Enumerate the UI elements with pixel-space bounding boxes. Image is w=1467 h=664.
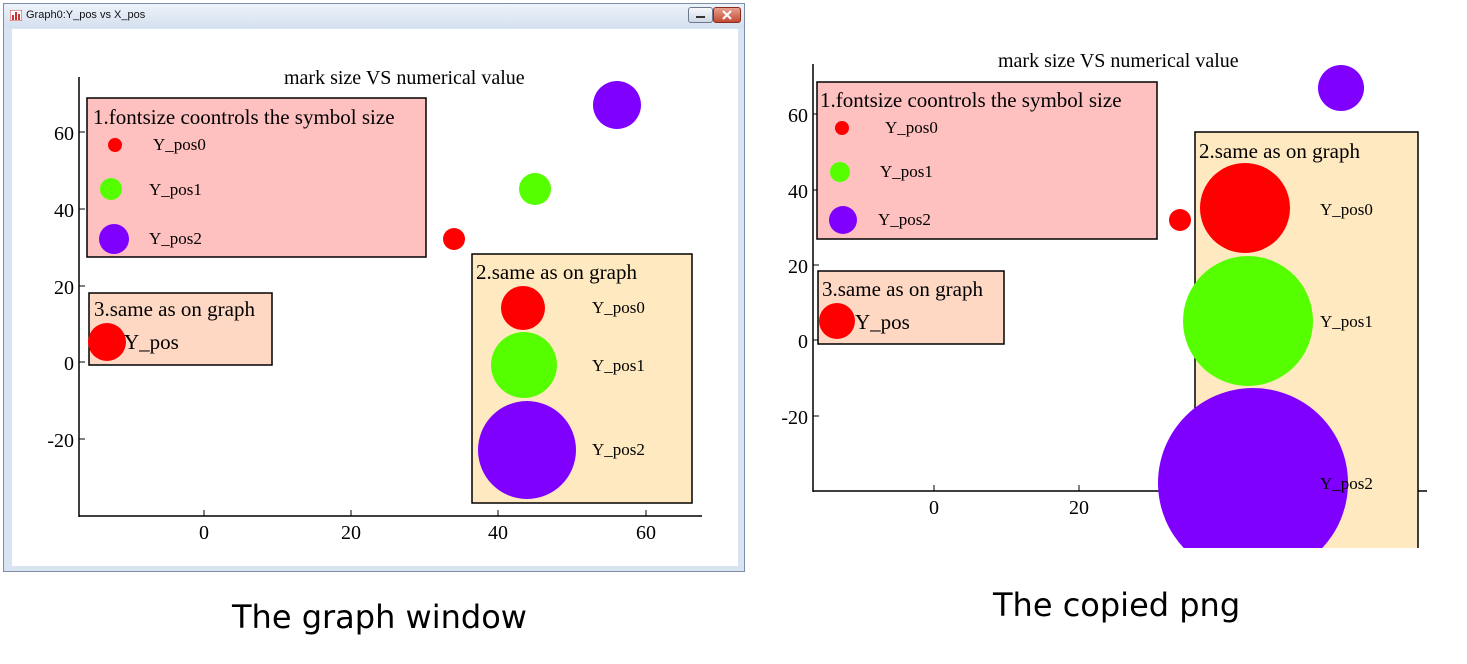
legend-3-symbol	[88, 323, 126, 361]
png-legend-1-symbol-y-pos2	[829, 206, 857, 234]
x-tick: 60	[636, 510, 656, 544]
svg-text:-20: -20	[47, 430, 74, 452]
legend-2-title: 2.same as on graph	[476, 260, 637, 284]
svg-text:40: 40	[54, 200, 74, 222]
png-legend-3-symbol	[819, 303, 855, 339]
svg-text:20: 20	[788, 256, 808, 278]
y-tick: 60	[54, 123, 85, 145]
x-tick: 40	[488, 510, 508, 544]
png-y-tick: 40	[788, 181, 819, 203]
legend-2-label: Y_pos2	[592, 440, 645, 459]
svg-text:40: 40	[488, 522, 508, 544]
data-point-y-pos1[interactable]	[519, 173, 551, 205]
window-titlebar[interactable]: Graph0:Y_pos vs X_pos	[4, 4, 744, 28]
legend-1-label: Y_pos0	[153, 135, 206, 154]
png-legend-1-label: Y_pos2	[878, 210, 931, 229]
png-legend-2-label: Y_pos1	[1320, 312, 1373, 331]
minimize-icon	[696, 16, 705, 18]
png-x-tick: 20	[1069, 485, 1089, 519]
svg-text:0: 0	[64, 353, 74, 375]
caption-copied-png: The copied png	[993, 586, 1241, 624]
legend-3[interactable]: 3.same as on graph Y_pos	[88, 292, 273, 366]
legend-3-label: Y_pos	[124, 330, 179, 354]
graph-window: Graph0:Y_pos vs X_pos mark size VS numer…	[3, 3, 745, 572]
svg-text:0: 0	[798, 331, 808, 353]
graph-canvas[interactable]: mark size VS numerical value 60 40 20 0 …	[12, 29, 738, 566]
svg-text:60: 60	[636, 522, 656, 544]
legend-2-label: Y_pos0	[592, 298, 645, 317]
legend-2-symbol-y-pos0	[501, 286, 545, 330]
png-legend-1-label: Y_pos1	[880, 162, 933, 181]
graph-title: mark size VS numerical value	[284, 67, 525, 89]
x-tick: 0	[199, 510, 209, 544]
svg-text:60: 60	[788, 105, 808, 127]
y-tick: 0	[64, 353, 85, 375]
png-legend-1-label: Y_pos0	[885, 118, 938, 137]
png-legend-2-symbol-y-pos0	[1200, 163, 1290, 253]
png-legend-1: 1.fontsize coontrols the symbol size Y_p…	[816, 81, 1158, 240]
legend-1[interactable]: 1.fontsize coontrols the symbol size Y_p…	[86, 97, 427, 258]
data-point-y-pos0[interactable]	[443, 228, 465, 250]
png-y-tick: 0	[798, 331, 819, 353]
legend-1-symbol-y-pos2	[99, 224, 129, 254]
svg-text:40: 40	[788, 181, 808, 203]
png-y-tick: 20	[788, 256, 819, 278]
copied-png-image: mark size VS numerical value 60 40 20 0 …	[755, 36, 1460, 548]
svg-text:60: 60	[54, 123, 74, 145]
x-tick: 20	[341, 510, 361, 544]
svg-text:20: 20	[54, 277, 74, 299]
png-y-tick: -20	[781, 407, 819, 429]
png-legend-1-symbol-y-pos1	[830, 162, 850, 182]
png-legend-3-label: Y_pos	[855, 310, 910, 334]
legend-2-symbol-y-pos1	[491, 332, 557, 398]
y-tick: 40	[54, 200, 85, 222]
svg-text:0: 0	[929, 497, 939, 519]
close-icon	[722, 10, 732, 20]
plot-area: mark size VS numerical value 60 40 20 0 …	[47, 67, 702, 544]
legend-1-symbol-y-pos0	[108, 138, 122, 152]
legend-2-label: Y_pos1	[592, 356, 645, 375]
png-data-point-y-pos2	[1318, 65, 1364, 111]
png-legend-2-label: Y_pos0	[1320, 200, 1373, 219]
png-legend-2: 2.same as on graph Y_pos0 Y_pos1 Y_pos2	[1158, 131, 1419, 548]
minimize-button[interactable]	[688, 7, 713, 23]
legend-2-symbol-y-pos2	[478, 401, 576, 499]
png-legend-2-label: Y_pos2	[1320, 474, 1373, 493]
legend-1-label: Y_pos1	[149, 180, 202, 199]
window-title: Graph0:Y_pos vs X_pos	[26, 9, 146, 21]
caption-graph-window: The graph window	[232, 598, 527, 636]
legend-2[interactable]: 2.same as on graph Y_pos0 Y_pos1 Y_pos2	[471, 253, 693, 504]
png-legend-3-title: 3.same as on graph	[822, 277, 983, 301]
png-data-point-y-pos0	[1169, 209, 1191, 231]
svg-text:-20: -20	[781, 407, 808, 429]
png-graph-title: mark size VS numerical value	[998, 50, 1239, 72]
y-tick: -20	[47, 430, 85, 452]
png-legend-2-symbol-y-pos1	[1183, 256, 1313, 386]
png-legend-1-title: 1.fontsize coontrols the symbol size	[820, 88, 1122, 112]
svg-text:0: 0	[199, 522, 209, 544]
png-legend-2-title: 2.same as on graph	[1199, 139, 1360, 163]
data-point-y-pos2[interactable]	[593, 81, 641, 129]
svg-text:20: 20	[1069, 497, 1089, 519]
legend-1-title: 1.fontsize coontrols the symbol size	[93, 105, 395, 129]
png-legend-3: 3.same as on graph Y_pos	[817, 270, 1005, 345]
svg-text:20: 20	[341, 522, 361, 544]
png-plot-area: mark size VS numerical value 60 40 20 0 …	[781, 50, 1427, 548]
png-legend-2-symbol-y-pos2	[1158, 388, 1348, 548]
legend-1-label: Y_pos2	[149, 229, 202, 248]
close-button[interactable]	[713, 7, 741, 23]
png-legend-1-symbol-y-pos0	[835, 121, 849, 135]
graph-app-icon	[10, 10, 22, 21]
y-tick: 20	[54, 277, 85, 299]
legend-1-symbol-y-pos1	[100, 178, 122, 200]
png-y-tick: 60	[788, 105, 819, 127]
png-x-tick: 0	[929, 485, 939, 519]
legend-3-title: 3.same as on graph	[94, 297, 255, 321]
